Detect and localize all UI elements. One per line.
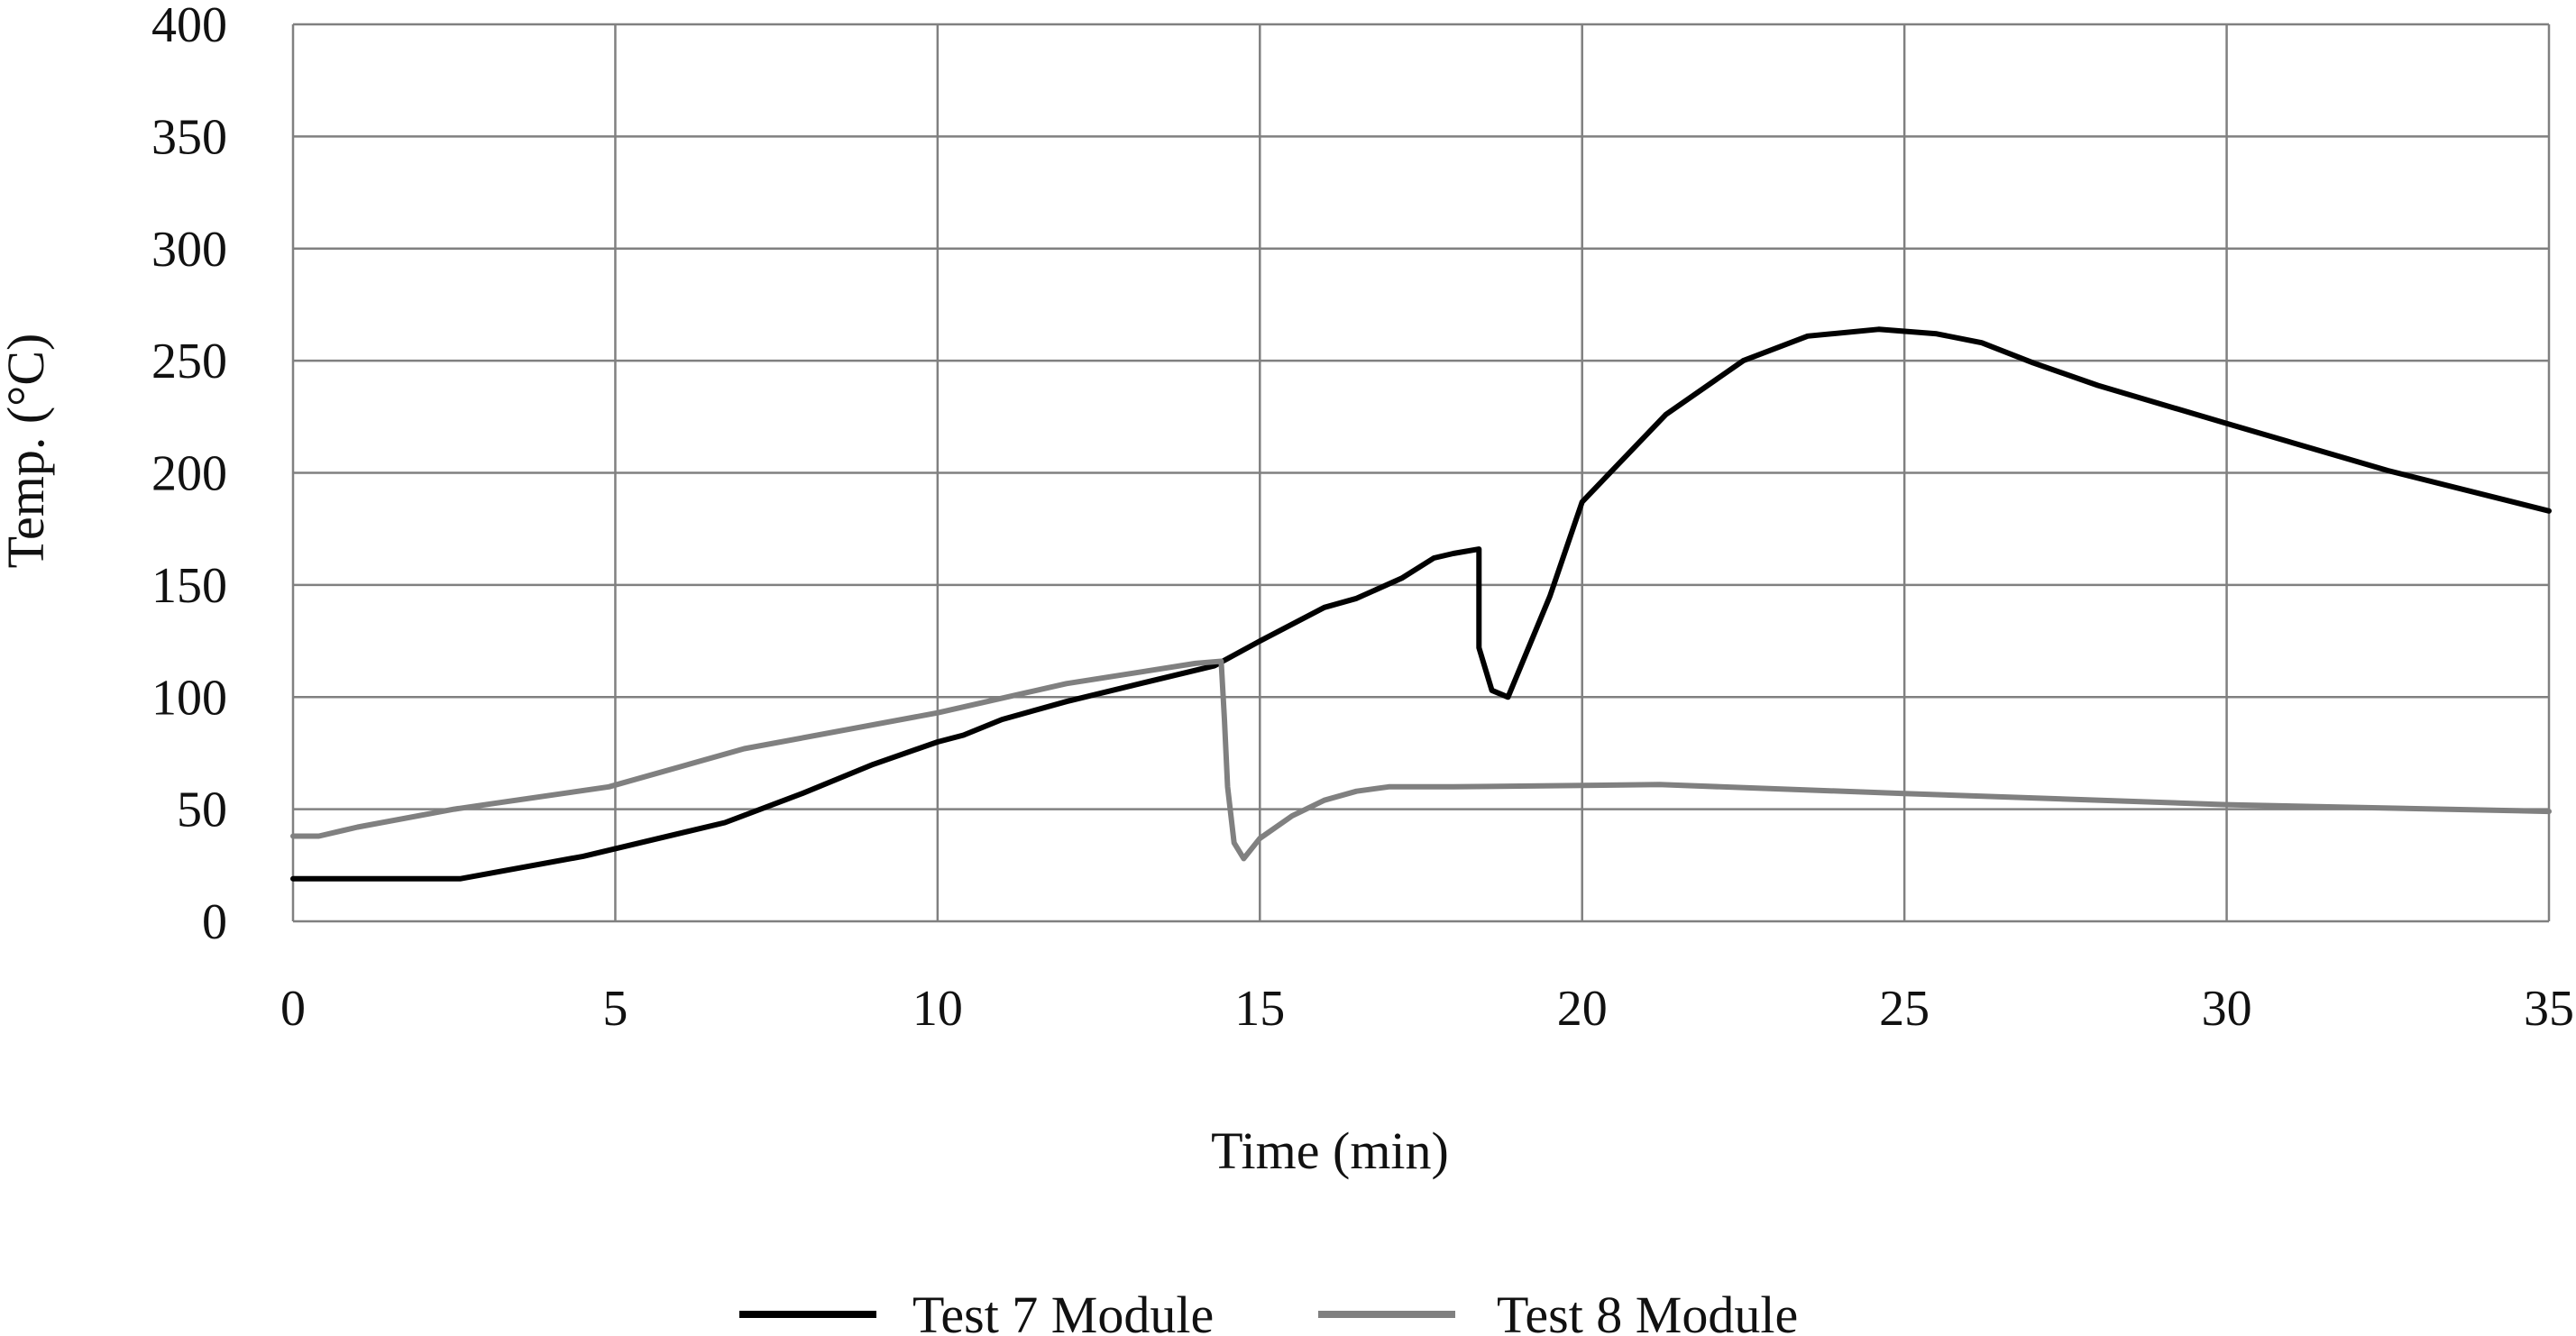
x-tick-label: 35 [2524,981,2574,1037]
y-tick-label: 100 [151,670,227,726]
y-tick-label: 400 [151,0,227,53]
y-tick-label: 350 [151,109,227,165]
series-line-1 [290,326,2552,882]
y-axis-title: Temp. (°C) [0,334,55,569]
x-tick-label: 25 [1879,981,1930,1037]
y-tick-label: 300 [151,222,227,278]
y-tick-labels: 0 50 100 150 200 250 300 350 400 [151,0,227,950]
series-line-2 [290,658,2552,862]
x-tick-label: 30 [2202,981,2252,1037]
grid-lines [291,23,2551,923]
series-layer [290,326,2552,882]
x-tick-label: 10 [912,981,963,1037]
legend-label-2: Test 8 Module [1497,1286,1798,1336]
y-tick-label: 200 [151,446,227,502]
legend-label-1: Test 7 Module [912,1286,1214,1336]
x-axis-title: Time (min) [1211,1121,1449,1180]
legend: Test 7 Module Test 8 Module [739,1286,1798,1336]
x-tick-label: 15 [1234,981,1285,1037]
x-tick-label: 20 [1557,981,1608,1037]
y-tick-label: 0 [202,894,227,950]
x-tick-labels: 0 5 10 15 20 25 30 35 [280,981,2574,1037]
y-tick-label: 250 [151,334,227,389]
x-tick-label: 0 [280,981,306,1037]
y-tick-label: 50 [177,782,227,838]
x-tick-label: 5 [602,981,628,1037]
y-tick-label: 150 [151,558,227,614]
